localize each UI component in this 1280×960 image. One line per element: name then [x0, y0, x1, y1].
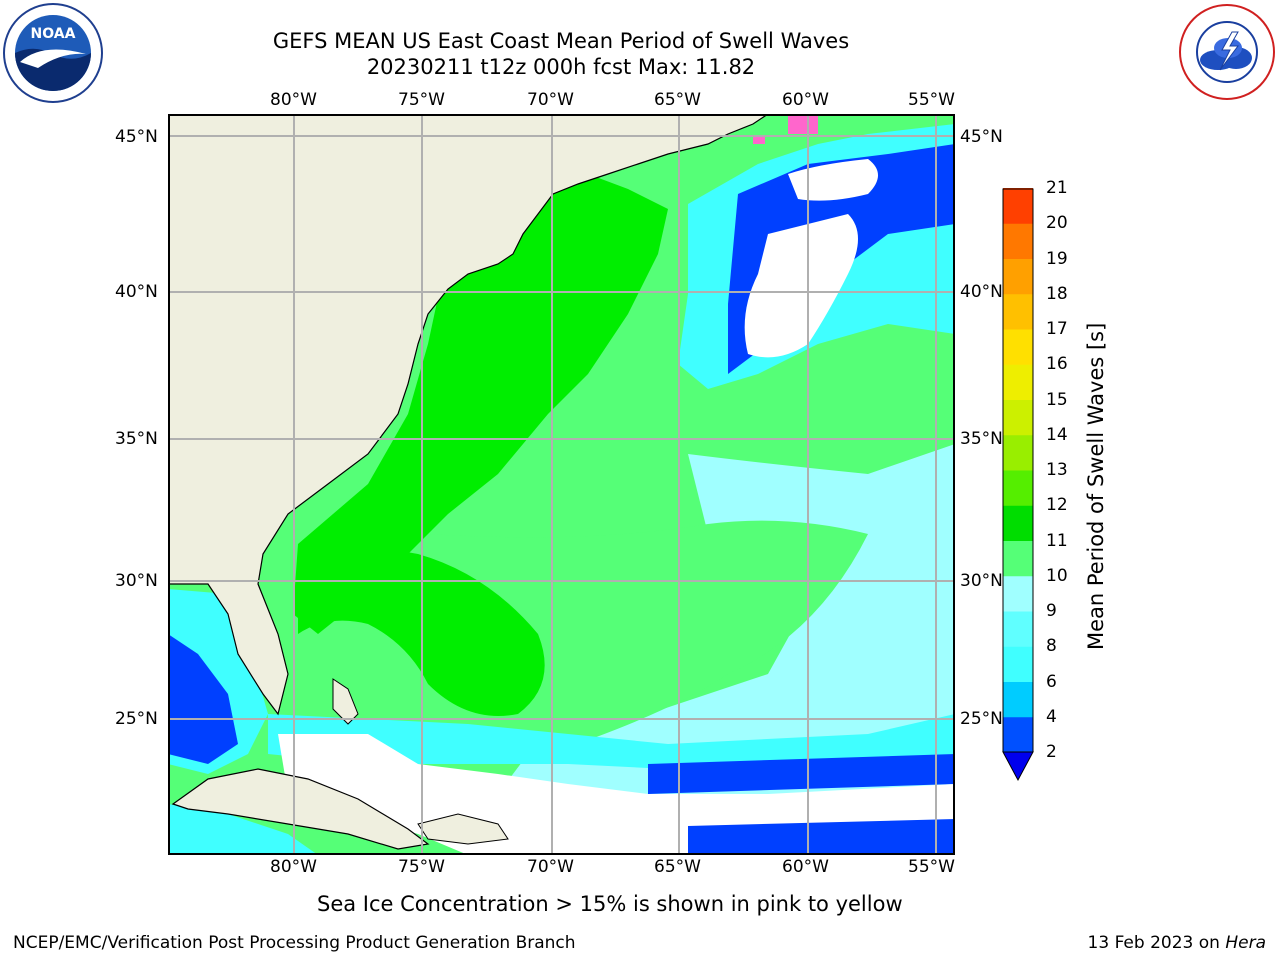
sea-ice-patch	[788, 114, 818, 134]
swell-region-gulf-blue	[168, 634, 238, 764]
colorbar-bin	[1003, 540, 1033, 577]
sea-ice-patch-small	[753, 136, 765, 144]
lon-label-bottom: 75°W	[398, 857, 445, 877]
colorbar-tick-label: 16	[1046, 354, 1068, 375]
lat-label-left: 25°N	[115, 709, 158, 729]
lon-label-top: 75°W	[398, 90, 445, 110]
lon-label-bottom: 70°W	[527, 857, 574, 877]
lon-label-bottom: 65°W	[654, 857, 701, 877]
colorbar-bin	[1003, 223, 1033, 259]
colorbar-bin	[1003, 434, 1033, 471]
footer-date: 13 Feb 2023 on Hera	[1088, 933, 1266, 953]
lon-label-bottom: 60°W	[782, 857, 829, 877]
lon-label-top: 65°W	[654, 90, 701, 110]
chart-title: GEFS MEAN US East Coast Mean Period of S…	[272, 29, 850, 53]
colorbar-tick-label: 8	[1046, 636, 1057, 657]
colorbar-bin	[1003, 364, 1033, 400]
swell-region-lightgreen-south	[428, 520, 868, 754]
colorbar-bin	[1003, 188, 1033, 224]
colorbar-bin	[1003, 329, 1033, 365]
colorbar-tick-label: 13	[1046, 460, 1068, 480]
lat-label-left: 30°N	[115, 571, 158, 591]
colorbar-frame	[1002, 188, 1034, 752]
lon-label-top: 60°W	[782, 90, 829, 110]
footer-date-text: 13 Feb 2023 on	[1087, 933, 1226, 953]
colorbar-tick-label: 20	[1046, 213, 1068, 234]
colorbar-tick-label: 6	[1046, 671, 1057, 692]
colorbar-tick-label: 15	[1046, 389, 1068, 410]
lat-label-right: 35°N	[960, 429, 1003, 449]
lat-label-right: 45°N	[960, 127, 1003, 147]
swell-region-green-coastal	[293, 174, 668, 634]
colorbar-tick-label: 2	[1046, 742, 1057, 762]
colorbar-bin	[1003, 611, 1033, 647]
swell-region-south-band	[268, 714, 955, 774]
swell-region-white-top	[788, 159, 878, 201]
lat-label-right: 40°N	[960, 282, 1003, 302]
colorbar-extend-triangle	[1002, 751, 1034, 782]
colorbar-bin	[1003, 646, 1033, 682]
colorbar-tick-label: 9	[1046, 601, 1057, 621]
colorbar-bin	[1003, 293, 1033, 330]
swell-region-gulf-south	[168, 804, 318, 855]
lon-label-bottom: 55°W	[908, 857, 955, 877]
colorbar	[1002, 188, 1034, 784]
lat-label-left: 40°N	[115, 282, 158, 302]
lat-label-left: 45°N	[115, 127, 158, 147]
noaa-logo-icon: NOAA	[2, 2, 104, 104]
colorbar-bin	[1003, 470, 1033, 506]
lat-label-right: 30°N	[960, 571, 1003, 591]
colorbar-tick-label: 10	[1046, 565, 1068, 586]
land-cuba	[171, 768, 430, 850]
nws-logo-icon	[1176, 2, 1278, 102]
colorbar-tick-label: 17	[1046, 319, 1068, 339]
colorbar-label: Mean Period of Swell Waves [s]	[1084, 322, 1108, 650]
colorbar-bin	[1003, 505, 1033, 541]
lat-label-right: 25°N	[960, 709, 1003, 729]
map-panel	[167, 113, 955, 855]
swell-region-south-blue	[648, 754, 955, 794]
swell-region-blue-bottom	[688, 819, 955, 855]
lat-label-left: 35°N	[115, 429, 158, 449]
colorbar-tick-label: 12	[1046, 495, 1068, 516]
land-hispaniola	[417, 813, 509, 845]
colorbar-bin	[1003, 258, 1033, 295]
colorbar-tick-label: 11	[1046, 530, 1068, 551]
lon-label-bottom: 80°W	[270, 857, 317, 877]
map-canvas	[167, 113, 955, 855]
colorbar-bin	[1003, 681, 1033, 718]
colorbar-tick-label: 4	[1046, 706, 1057, 727]
map-frame	[168, 114, 955, 855]
colorbar-ticks: 2 4 6 8 9 10 11 12 13 14 15 16 17 18 19 20 21	[1046, 178, 1086, 768]
colorbar-bin	[1003, 575, 1033, 612]
colorbar-bin	[1003, 399, 1033, 436]
footer-host: Hera	[1225, 933, 1266, 953]
lon-label-top: 80°W	[270, 90, 317, 110]
swell-region-white-northeast	[744, 214, 858, 358]
colorbar-tick-label: 19	[1046, 248, 1068, 269]
colorbar-tick-label: 21	[1046, 178, 1068, 198]
lon-label-top: 70°W	[527, 90, 574, 110]
noaa-logo-text: NOAA	[31, 26, 76, 42]
footer-credit: NCEP/EMC/Verification Post Processing Pr…	[13, 933, 576, 953]
chart-subtitle: 20230211 t12z 000h fcst Max: 11.82	[366, 55, 756, 79]
lon-label-top: 55°W	[908, 90, 955, 110]
map-gridlines	[168, 114, 955, 855]
colorbar-tick-label: 18	[1046, 283, 1068, 304]
colorbar-tick-label: 14	[1046, 424, 1068, 445]
colorbar-bin	[1003, 716, 1033, 753]
sea-ice-caption: Sea Ice Concentration > 15% is shown in …	[317, 892, 903, 916]
